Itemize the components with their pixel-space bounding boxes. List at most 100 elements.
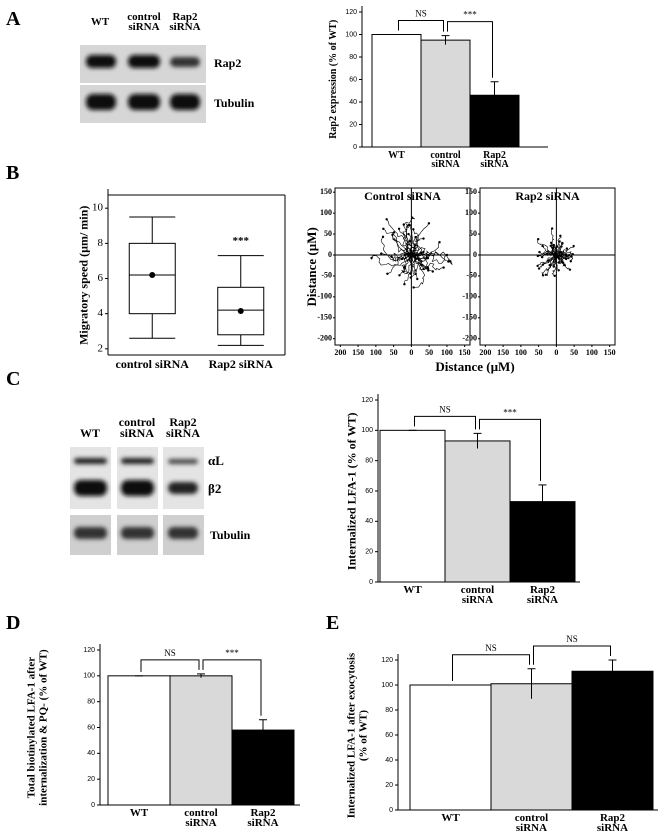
- blot-band: [128, 94, 160, 110]
- track: [391, 254, 412, 262]
- lane-label: control siRNA: [127, 11, 161, 33]
- track-end: [572, 244, 575, 248]
- track: [401, 251, 414, 260]
- track-end: [402, 270, 405, 273]
- track: [556, 241, 564, 258]
- x-tick-label: 200: [479, 348, 491, 357]
- track-end: [565, 254, 568, 258]
- panel-title: Control siRNA: [364, 189, 441, 203]
- plot-frame: [479, 187, 616, 346]
- significance-label: ***: [463, 10, 477, 20]
- panel-label: D: [6, 612, 21, 634]
- significance-label: NS: [439, 404, 451, 414]
- y-tick-label: 100: [381, 682, 393, 689]
- track-end: [536, 264, 539, 268]
- bar: [169, 675, 233, 806]
- y-tick-label: 150: [465, 187, 477, 196]
- track: [550, 245, 557, 258]
- track-end: [412, 228, 415, 231]
- track-end: [568, 253, 571, 257]
- x-axis-label: Distance (µM): [435, 359, 514, 374]
- x-tick-label: control siRNA: [184, 807, 218, 829]
- track: [411, 253, 428, 268]
- significance-label: NS: [485, 643, 497, 653]
- y-tick-label: 100: [465, 208, 477, 217]
- x-tick-label: control siRNA: [430, 150, 461, 170]
- panel-label: C: [6, 368, 21, 390]
- significance-label: ***: [225, 648, 239, 658]
- y-tick-label: 40: [385, 757, 393, 764]
- track-end: [397, 227, 401, 230]
- significance-bracket: [452, 654, 530, 681]
- blot-band: [86, 94, 116, 110]
- x-tick-label: 100: [370, 348, 382, 357]
- track: [409, 225, 416, 256]
- track-end: [409, 272, 412, 275]
- significance-bracket: [414, 415, 476, 430]
- y-tick-label: 20: [365, 549, 373, 556]
- y-tick-label: 150: [320, 187, 332, 196]
- track: [550, 254, 558, 266]
- significance-bracket: [140, 659, 200, 672]
- x-tick-label: 150: [497, 348, 509, 357]
- track-end: [431, 270, 434, 273]
- track-end: [412, 286, 415, 289]
- y-tick-label: 120: [381, 657, 393, 664]
- box: [128, 242, 176, 315]
- blot-band: [121, 480, 154, 496]
- track: [371, 254, 412, 267]
- track-end: [408, 239, 412, 243]
- lane-label: control siRNA: [118, 415, 156, 440]
- track: [537, 254, 557, 267]
- blot-background: [163, 447, 204, 509]
- track-end: [541, 274, 545, 277]
- track: [409, 247, 450, 262]
- blot-band: [74, 480, 107, 496]
- y-tick-label: 60: [385, 732, 393, 739]
- track-end: [561, 242, 564, 245]
- track-end: [422, 267, 425, 271]
- track: [402, 224, 414, 256]
- track-end: [569, 260, 572, 263]
- track-end: [427, 222, 431, 225]
- track-end: [563, 263, 566, 267]
- track-end: [541, 244, 544, 248]
- x-tick-label: 150: [459, 348, 471, 357]
- y-tick-label: 60: [349, 76, 357, 83]
- y-tick-label: -150: [317, 313, 332, 322]
- track: [552, 254, 557, 277]
- significance-label: NS: [415, 9, 427, 19]
- y-tick-label: 0: [353, 144, 357, 151]
- track-end: [447, 260, 450, 263]
- x-tick-label: control siRNA: [116, 357, 190, 371]
- significance-label: NS: [566, 634, 578, 644]
- lane-label: Rap2 siRNA: [165, 415, 200, 440]
- track-end: [416, 277, 419, 281]
- track-end: [549, 244, 552, 248]
- significance-label: ***: [233, 235, 250, 247]
- y-tick-label: 80: [365, 458, 373, 465]
- track: [410, 254, 418, 280]
- band-label: Tubulin: [214, 96, 255, 110]
- significance-bracket: [479, 418, 541, 481]
- x-tick-label: WT: [388, 150, 405, 161]
- blot-band: [168, 482, 198, 494]
- track: [387, 253, 412, 275]
- y-tick-label: -100: [462, 292, 477, 301]
- track: [411, 254, 429, 271]
- blot-band: [170, 94, 200, 110]
- y-tick-label: 100: [361, 427, 373, 434]
- track: [556, 251, 562, 256]
- blot-band: [121, 527, 154, 539]
- track-end: [403, 253, 406, 257]
- x-tick-label: 200: [334, 348, 346, 357]
- y-tick-label: 0: [369, 579, 373, 586]
- track: [552, 244, 557, 256]
- lane-label: WT: [90, 16, 110, 28]
- track: [404, 254, 413, 275]
- y-tick-label: 100: [320, 208, 332, 217]
- y-tick-label: -150: [462, 313, 477, 322]
- x-tick-label: 150: [604, 348, 616, 357]
- track-end: [544, 273, 548, 276]
- mean: [237, 308, 244, 315]
